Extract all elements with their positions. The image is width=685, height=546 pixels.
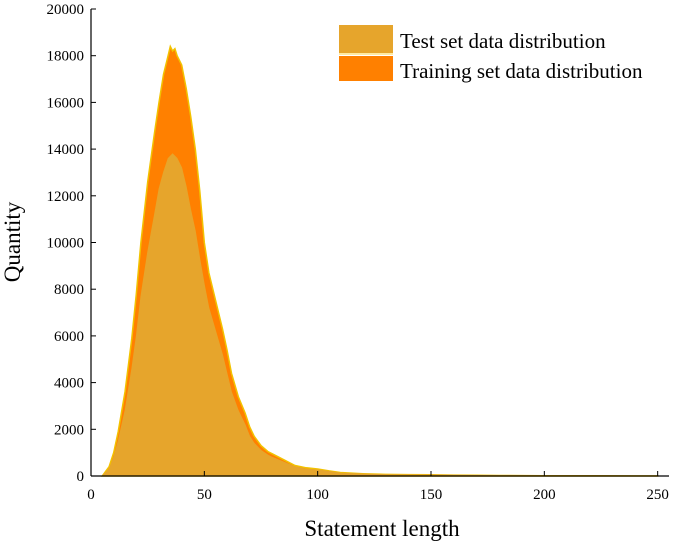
- y-tick-label: 6000: [54, 329, 84, 345]
- y-tick-label: 4000: [54, 376, 84, 392]
- x-axis-ticks: 0 50 100 150 200 250: [87, 471, 669, 503]
- legend: Test set data distribution Training set …: [339, 25, 643, 83]
- x-tick-label: 150: [420, 487, 443, 503]
- x-axis-title: Statement length: [304, 516, 460, 541]
- y-tick-label: 18000: [47, 49, 85, 65]
- x-tick-label: 100: [306, 487, 329, 503]
- legend-swatch-test-edge: [339, 53, 393, 55]
- x-tick-label: 200: [533, 487, 556, 503]
- y-tick-label: 2000: [54, 422, 84, 438]
- series-areas: [100, 44, 659, 477]
- legend-swatch-test: [339, 25, 393, 54]
- legend-label-training: Training set data distribution: [400, 59, 643, 83]
- y-axis-ticks: 0 2000 4000 6000 8000 10000 12000 14000 16000 180…: [47, 2, 96, 485]
- y-tick-label: 12000: [47, 189, 85, 205]
- y-tick-label: 8000: [54, 282, 84, 298]
- y-tick-label: 0: [77, 469, 85, 485]
- y-axis-title: Quantity: [0, 201, 25, 282]
- y-tick-label: 10000: [47, 236, 85, 252]
- x-tick-label: 0: [87, 487, 95, 503]
- y-tick-label: 16000: [47, 95, 85, 111]
- y-tick-label: 20000: [47, 2, 85, 18]
- series-area-test: [101, 153, 659, 477]
- legend-label-test: Test set data distribution: [400, 29, 606, 53]
- x-tick-label: 50: [197, 487, 212, 503]
- x-tick-label: 250: [646, 487, 669, 503]
- y-tick-label: 14000: [47, 142, 85, 158]
- legend-swatch-training: [339, 56, 393, 81]
